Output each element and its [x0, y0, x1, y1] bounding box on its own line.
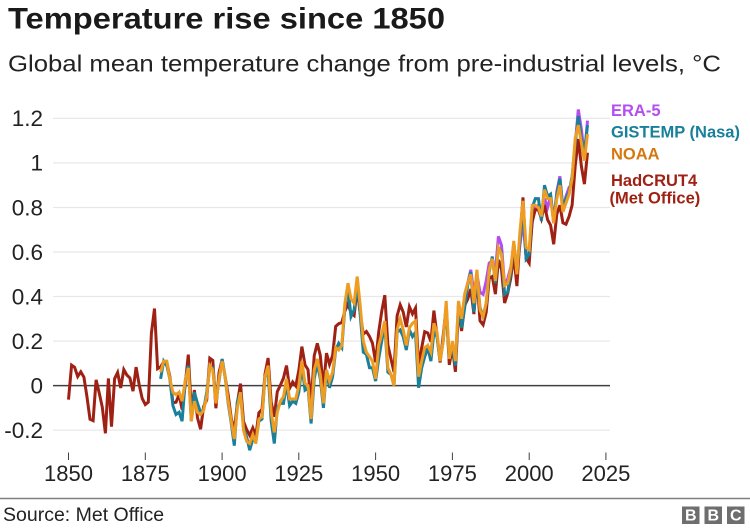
svg-text:1850: 1850	[44, 461, 93, 486]
svg-text:0.2: 0.2	[12, 329, 43, 354]
svg-text:Temperature rise since 1850: Temperature rise since 1850	[8, 3, 445, 36]
svg-text:B: B	[685, 508, 697, 525]
svg-text:0: 0	[30, 373, 43, 398]
svg-text:2025: 2025	[581, 461, 630, 486]
svg-text:ERA-5: ERA-5	[611, 102, 661, 120]
svg-text:C: C	[730, 508, 742, 525]
svg-text:-0.2: -0.2	[4, 418, 43, 443]
svg-text:0.6: 0.6	[12, 240, 43, 265]
svg-text:Source: Met Office: Source: Met Office	[3, 504, 164, 526]
svg-text:1900: 1900	[198, 461, 247, 486]
svg-text:1950: 1950	[351, 461, 400, 486]
svg-text:GISTEMP (Nasa): GISTEMP (Nasa)	[611, 124, 740, 142]
svg-text:0.8: 0.8	[12, 195, 43, 220]
svg-text:1: 1	[30, 151, 43, 176]
svg-text:0.4: 0.4	[12, 284, 43, 309]
svg-text:1975: 1975	[428, 461, 477, 486]
svg-text:Global mean temperature change: Global mean temperature change from pre-…	[8, 51, 721, 77]
svg-text:2000: 2000	[505, 461, 554, 486]
svg-text:NOAA: NOAA	[611, 146, 660, 164]
svg-text:HadCRUT4: HadCRUT4	[611, 172, 698, 190]
svg-text:(Met Office): (Met Office)	[610, 190, 701, 208]
svg-text:1925: 1925	[274, 461, 323, 486]
svg-text:1875: 1875	[121, 461, 170, 486]
svg-text:1.2: 1.2	[12, 106, 43, 131]
svg-text:B: B	[707, 508, 719, 525]
